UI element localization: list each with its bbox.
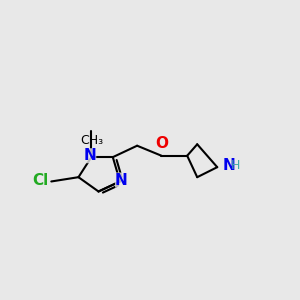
Text: Cl: Cl — [32, 172, 48, 188]
Text: CH₃: CH₃ — [80, 134, 103, 147]
Text: O: O — [155, 136, 168, 151]
Text: N: N — [83, 148, 96, 163]
Text: N: N — [115, 172, 128, 188]
Text: N: N — [222, 158, 235, 173]
Text: H: H — [231, 159, 240, 172]
